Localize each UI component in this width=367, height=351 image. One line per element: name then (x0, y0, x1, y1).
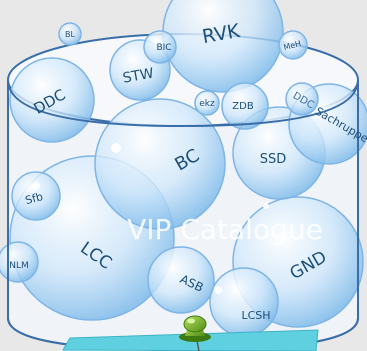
pin-icon (179, 315, 211, 351)
highlight-dot (263, 203, 269, 209)
label-ssd: SSD (260, 152, 287, 167)
label-stw: STW (122, 65, 156, 86)
highlight-dot (111, 143, 121, 153)
bubble-zdb (221, 82, 269, 130)
highlight-dot (32, 182, 40, 190)
bubble-ekz (194, 90, 220, 116)
label-bic: BIC (156, 43, 171, 53)
bubble-bic (143, 30, 177, 64)
bubble-ddc-left (9, 57, 95, 143)
label-zdb: ZDB (232, 101, 254, 112)
label-bl: BL (65, 30, 75, 39)
highlight-dot (214, 286, 222, 294)
label-ekz: ekz (199, 99, 215, 109)
label-nlm: NLM (9, 261, 29, 271)
bubble-asb (147, 246, 215, 314)
bubble-bc (94, 98, 226, 230)
bubble-ddc-right (285, 82, 319, 116)
cylinder-top-rim (7, 79, 359, 128)
bubble-nlm (0, 241, 39, 283)
watermark-text: VIP Catalogue (127, 213, 323, 246)
label-sfb: Sfb (24, 190, 45, 207)
bubble-meh (278, 30, 308, 60)
bubble-group (0, 0, 367, 337)
label-meh: MeH (283, 39, 303, 52)
bubble-bl (58, 22, 82, 46)
bubble-lcsh (209, 267, 279, 337)
label-lcsh: LCSH (241, 309, 270, 322)
bubble-sfb (11, 171, 61, 221)
